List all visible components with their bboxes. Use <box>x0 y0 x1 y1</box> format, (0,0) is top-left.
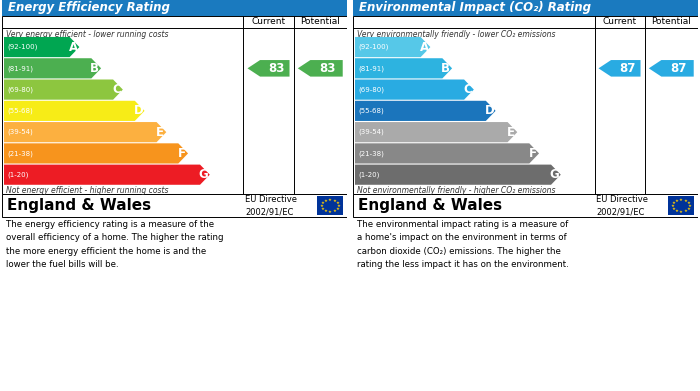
Text: Not energy efficient - higher running costs: Not energy efficient - higher running co… <box>6 186 169 195</box>
Text: ★: ★ <box>687 204 692 208</box>
Text: ★: ★ <box>672 207 676 211</box>
Text: (69-80): (69-80) <box>7 86 33 93</box>
Text: ★: ★ <box>320 204 323 208</box>
Text: ★: ★ <box>321 207 325 211</box>
Bar <box>353 0 698 16</box>
Polygon shape <box>355 37 430 57</box>
Text: (92-100): (92-100) <box>7 44 37 50</box>
Text: ★: ★ <box>335 201 339 205</box>
Text: ★: ★ <box>328 210 332 214</box>
Text: 83: 83 <box>320 62 336 75</box>
Text: B: B <box>90 62 99 75</box>
Text: D: D <box>134 104 143 117</box>
Text: ★: ★ <box>686 207 690 211</box>
Text: (92-100): (92-100) <box>358 44 388 50</box>
Text: (1-20): (1-20) <box>7 171 29 178</box>
Text: Potential: Potential <box>651 17 691 26</box>
Bar <box>353 16 698 194</box>
Text: B: B <box>441 62 450 75</box>
Text: 83: 83 <box>268 62 284 75</box>
Text: ★: ★ <box>337 204 340 208</box>
Text: ★: ★ <box>324 199 328 203</box>
Polygon shape <box>355 79 474 100</box>
Text: E: E <box>507 126 515 139</box>
Text: EU Directive
2002/91/EC: EU Directive 2002/91/EC <box>596 196 648 216</box>
Polygon shape <box>4 143 188 163</box>
Text: Current: Current <box>251 17 286 26</box>
Text: (39-54): (39-54) <box>358 129 384 135</box>
Text: D: D <box>484 104 494 117</box>
Polygon shape <box>355 101 496 121</box>
Text: The environmental impact rating is a measure of
a home's impact on the environme: The environmental impact rating is a mea… <box>357 220 568 269</box>
Polygon shape <box>248 60 290 77</box>
Text: ★: ★ <box>671 204 675 208</box>
Polygon shape <box>4 122 167 142</box>
Text: ★: ★ <box>679 210 683 214</box>
Text: 87: 87 <box>619 62 635 75</box>
Text: ★: ★ <box>328 198 332 202</box>
Text: ★: ★ <box>321 201 325 205</box>
Text: ★: ★ <box>679 198 683 202</box>
Polygon shape <box>4 101 145 121</box>
Bar <box>2 16 347 194</box>
Text: ★: ★ <box>683 199 687 203</box>
Text: ★: ★ <box>686 201 690 205</box>
Text: England & Wales: England & Wales <box>7 198 151 213</box>
Text: F: F <box>528 147 537 160</box>
Text: (21-38): (21-38) <box>7 150 33 157</box>
Text: The energy efficiency rating is a measure of the
overall efficiency of a home. T: The energy efficiency rating is a measur… <box>6 220 223 269</box>
Polygon shape <box>649 60 694 77</box>
Text: ★: ★ <box>335 207 339 211</box>
Text: C: C <box>463 83 472 96</box>
Polygon shape <box>355 58 452 79</box>
Polygon shape <box>355 143 539 163</box>
Polygon shape <box>355 165 561 185</box>
Bar <box>2 194 347 217</box>
Text: Environmental Impact (CO₂) Rating: Environmental Impact (CO₂) Rating <box>359 2 591 14</box>
Text: Energy Efficiency Rating: Energy Efficiency Rating <box>8 2 170 14</box>
Bar <box>353 194 698 217</box>
Bar <box>2 0 347 16</box>
Text: E: E <box>156 126 164 139</box>
Polygon shape <box>355 122 517 142</box>
Text: A: A <box>69 41 78 54</box>
Text: Very energy efficient - lower running costs: Very energy efficient - lower running co… <box>6 30 169 39</box>
Polygon shape <box>598 60 640 77</box>
Text: ★: ★ <box>683 209 687 213</box>
Text: (21-38): (21-38) <box>358 150 384 157</box>
Text: A: A <box>419 41 428 54</box>
Polygon shape <box>298 60 343 77</box>
Text: ★: ★ <box>672 201 676 205</box>
Text: F: F <box>178 147 186 160</box>
Text: ★: ★ <box>675 209 679 213</box>
Polygon shape <box>4 165 210 185</box>
Bar <box>317 196 343 215</box>
Text: (81-91): (81-91) <box>7 65 33 72</box>
Text: G: G <box>199 168 209 181</box>
Text: (69-80): (69-80) <box>358 86 384 93</box>
Text: Very environmentally friendly - lower CO₂ emissions: Very environmentally friendly - lower CO… <box>357 30 556 39</box>
Text: (55-68): (55-68) <box>7 108 33 114</box>
Polygon shape <box>4 58 101 79</box>
Text: (1-20): (1-20) <box>358 171 379 178</box>
Text: C: C <box>112 83 121 96</box>
Text: ★: ★ <box>332 199 336 203</box>
Text: (81-91): (81-91) <box>358 65 384 72</box>
Text: ★: ★ <box>675 199 679 203</box>
Text: Current: Current <box>603 17 636 26</box>
Polygon shape <box>4 37 79 57</box>
Text: Not environmentally friendly - higher CO₂ emissions: Not environmentally friendly - higher CO… <box>357 186 556 195</box>
Text: G: G <box>550 168 559 181</box>
Text: Potential: Potential <box>300 17 340 26</box>
Text: 87: 87 <box>671 62 687 75</box>
Text: ★: ★ <box>324 209 328 213</box>
Polygon shape <box>4 79 122 100</box>
Text: (55-68): (55-68) <box>358 108 384 114</box>
Text: England & Wales: England & Wales <box>358 198 502 213</box>
Text: EU Directive
2002/91/EC: EU Directive 2002/91/EC <box>246 196 298 216</box>
Bar <box>668 196 694 215</box>
Text: ★: ★ <box>332 209 336 213</box>
Text: (39-54): (39-54) <box>7 129 33 135</box>
